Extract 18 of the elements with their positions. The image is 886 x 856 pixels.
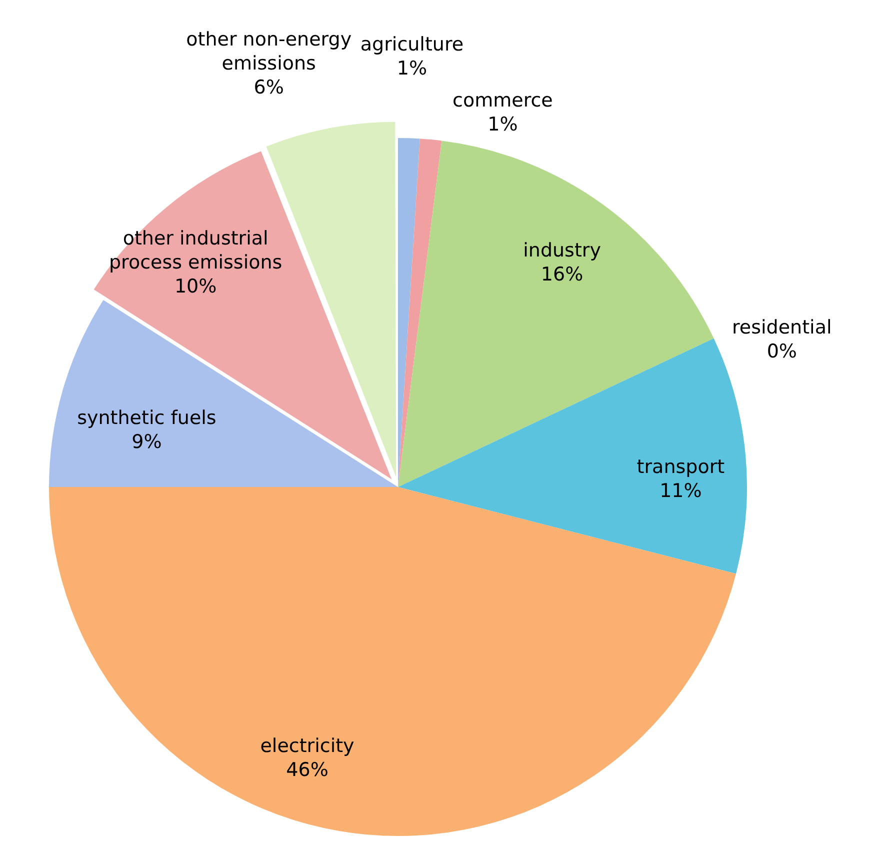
slice-label: synthetic fuels: [77, 407, 216, 430]
slice-label: other non-energy emissions: [186, 28, 352, 75]
slice-label: agriculture: [360, 34, 464, 56]
data-label: 6%: [254, 76, 284, 99]
data-label: 1%: [488, 114, 518, 136]
data-label: 16%: [540, 264, 584, 286]
data-label: 46%: [286, 759, 328, 782]
data-label: 1%: [396, 58, 428, 80]
data-label: 11%: [660, 480, 702, 502]
slice-label: commerce: [452, 90, 553, 112]
data-label: 9%: [132, 431, 162, 454]
slice-label: transport: [636, 456, 725, 478]
category-label: residential: [732, 316, 832, 338]
slice-label: industry: [523, 240, 601, 262]
text: 0%: [766, 340, 797, 362]
slice-label: other industrial process emissions: [108, 228, 282, 274]
slice-label: electricity: [260, 735, 354, 758]
data-label: 10%: [174, 276, 217, 298]
